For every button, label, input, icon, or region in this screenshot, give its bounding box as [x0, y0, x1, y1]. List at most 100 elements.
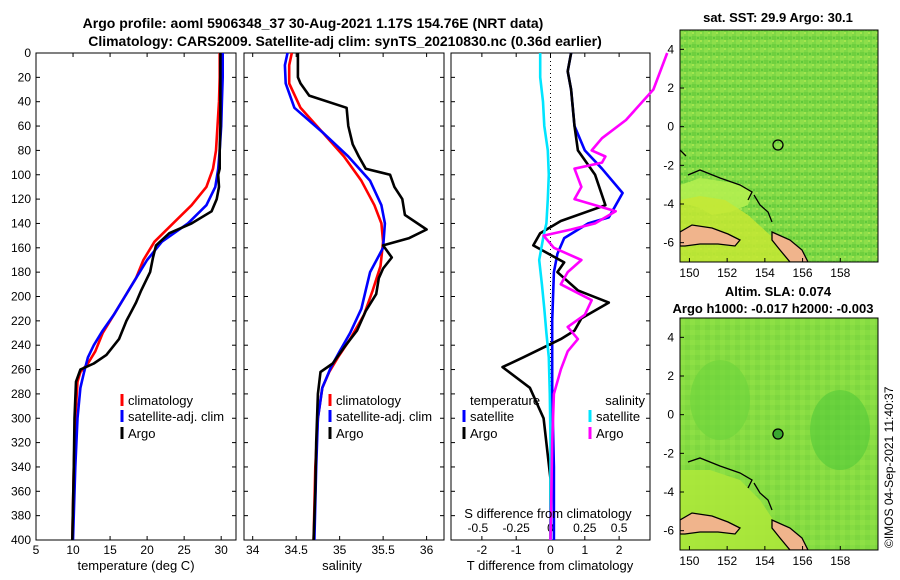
sst-map-ticks: 150 152 154 156 158 4 2 0 -2 -4 -6 — [663, 42, 850, 280]
map-x-tick-label: 156 — [793, 554, 813, 568]
s-tick-label: -0.5 — [468, 521, 489, 535]
x-tick-label: -1 — [511, 543, 522, 557]
x-tick-label: 34.5 — [284, 543, 308, 557]
map-y-tick-label: 4 — [667, 42, 674, 56]
land-new-guinea — [680, 512, 742, 535]
temperature-legend: climatology satellite-adj. clim Argo — [120, 393, 224, 441]
y-tick-label: 120 — [11, 192, 31, 206]
difference-legend: temperature satellite Argo salinity sate… — [462, 393, 645, 521]
map-x-tick-label: 156 — [793, 266, 813, 280]
y-tick-label: 40 — [18, 95, 32, 109]
x-tick-label: 10 — [66, 543, 80, 557]
y-tick-label: 160 — [11, 241, 31, 255]
series-argo — [71, 53, 222, 541]
x-tick-label: 20 — [140, 543, 154, 557]
figure-title-line2: Climatology: CARS2009. Satellite-adj cli… — [88, 33, 602, 49]
x-tick-label: 30 — [215, 543, 229, 557]
difference-panel: -2 -1 0 1 2-0.5 -0.25 0 0.25 0.5T difference fro… — [450, 52, 669, 573]
legend-label-s-argo: Argo — [596, 426, 623, 441]
x-tick-label: 5 — [33, 543, 40, 557]
legend-label-t-argo: Argo — [470, 426, 497, 441]
map-y-tick-label: 0 — [667, 408, 674, 422]
s-tick-label: 0.5 — [611, 521, 628, 535]
legend-label-climatology: climatology — [336, 393, 402, 408]
map-x-tick-label: 154 — [755, 266, 775, 280]
y-tick-label: 20 — [18, 70, 32, 84]
y-tick-label: 240 — [11, 338, 31, 352]
legend-label-s-satellite: satellite — [596, 409, 640, 424]
map-y-tick-label: -6 — [663, 236, 674, 250]
map-x-tick-label: 154 — [755, 554, 775, 568]
y-tick-label: 360 — [11, 484, 31, 498]
legend-label-satellite: satellite-adj. clim — [128, 409, 224, 424]
sla-low-patch-east — [810, 390, 870, 470]
sla-map-title: Altim. SLA: 0.074 — [725, 284, 832, 299]
y-tick-label: 280 — [11, 387, 31, 401]
coast-bougainville — [753, 482, 773, 511]
sla-map-frame — [679, 317, 879, 551]
y-tick-label: 400 — [11, 533, 31, 547]
map-x-tick-label: 158 — [830, 266, 850, 280]
coast-new-ireland — [687, 457, 753, 489]
land-new-guinea — [680, 224, 742, 247]
x-tick-label: 0 — [547, 543, 554, 557]
figure-title-line1: Argo profile: aoml 5906348_37 30-Aug-202… — [83, 15, 544, 31]
sst-map-frame — [679, 29, 879, 263]
temperature-panel: 0 20 40 60 80 100 120 140 160 180 200 220 240 260 280 3… — [11, 46, 237, 573]
plot-frame — [35, 52, 237, 541]
map-x-tick-label: 158 — [830, 554, 850, 568]
map-y-tick-label: -2 — [663, 446, 674, 460]
map-y-tick-label: 2 — [667, 81, 674, 95]
sla-map-subtitle: Argo h1000: -0.017 h2000: -0.003 — [673, 301, 874, 316]
x-axis-label: T difference from climatology — [467, 558, 634, 573]
sla-low-patch — [690, 360, 750, 440]
x-tick-label: -2 — [477, 543, 488, 557]
map-y-tick-label: -6 — [663, 524, 674, 538]
x-tick-label: 35.5 — [371, 543, 395, 557]
argo-position-marker — [772, 428, 784, 440]
map-y-tick-label: -4 — [663, 485, 674, 499]
y-tick-label: 80 — [18, 143, 32, 157]
y-tick-label: 260 — [11, 363, 31, 377]
y-tick-label: 180 — [11, 265, 31, 279]
y-tick-label: 380 — [11, 509, 31, 523]
salinity-legend: climatology satellite-adj. clim Argo — [328, 393, 432, 441]
land-solomons — [771, 230, 809, 262]
x-tick-label: 36 — [420, 543, 434, 557]
map-y-tick-label: 4 — [667, 330, 674, 344]
legend-title-salinity: salinity — [605, 393, 645, 408]
y-tick-label: 320 — [11, 436, 31, 450]
y-tick-label: 300 — [11, 411, 31, 425]
sla-map-ticks: 150 152 154 156 158 4 2 0 -2 -4 -6 — [663, 330, 850, 568]
legend-label-climatology: climatology — [128, 393, 194, 408]
s-difference-axis-label: S difference from climatology — [464, 506, 632, 521]
series-argo — [296, 53, 428, 541]
legend-label-argo: Argo — [336, 426, 363, 441]
y-tick-label: 220 — [11, 314, 31, 328]
x-tick-label: 35 — [333, 543, 347, 557]
s-tick-label: 0.25 — [573, 521, 597, 535]
map-y-tick-label: 2 — [667, 369, 674, 383]
series-satellite-adj-clim — [283, 52, 387, 541]
map-y-tick-label: -2 — [663, 158, 674, 172]
y-tick-label: 140 — [11, 216, 31, 230]
sst-map: sat. SST: 29.9 Argo: 30.1 150 152 154 156 15… — [663, 10, 879, 280]
map-x-tick-label: 152 — [717, 266, 737, 280]
series-s-argo — [542, 52, 669, 541]
x-axis-label: salinity — [322, 558, 362, 573]
sla-map: Altim. SLA: 0.074 Argo h1000: -0.017 h20… — [663, 284, 879, 568]
coast-new-ireland — [687, 169, 753, 201]
map-x-tick-label: 150 — [679, 554, 699, 568]
s-tick-label: -0.25 — [503, 521, 531, 535]
argo-position-marker — [772, 139, 784, 151]
x-tick-label: 15 — [103, 543, 117, 557]
x-tick-label: 2 — [616, 543, 623, 557]
legend-label-t-satellite: satellite — [470, 409, 514, 424]
series-t-argo — [501, 52, 611, 540]
land-solomons — [771, 518, 809, 550]
coast-islet — [680, 149, 687, 157]
imos-watermark: ©IMOS 04-Sep-2021 11:40:37 — [882, 386, 896, 548]
y-tick-label: 100 — [11, 168, 31, 182]
y-tick-label: 60 — [18, 119, 32, 133]
